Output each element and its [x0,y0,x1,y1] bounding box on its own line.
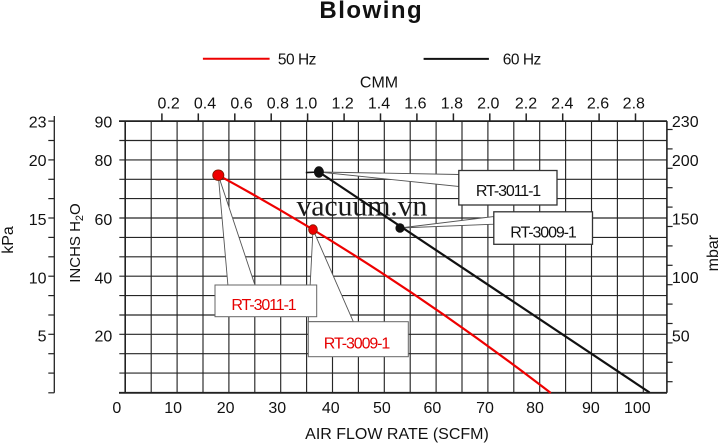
svg-text:30: 30 [268,400,286,417]
svg-text:40: 40 [95,270,113,287]
svg-text:INCHS H2O: INCHS H2O [67,203,86,282]
svg-text:60: 60 [95,212,113,229]
svg-text:15: 15 [29,212,47,229]
svg-text:20: 20 [29,153,47,170]
svg-text:100: 100 [624,400,651,417]
svg-text:230: 230 [672,114,699,131]
svg-text:vacuum.vn: vacuum.vn [297,190,428,223]
svg-text:2.8: 2.8 [623,96,645,113]
svg-text:2.4: 2.4 [551,96,573,113]
svg-text:20: 20 [95,329,113,346]
svg-text:50 Hz: 50 Hz [278,52,316,69]
svg-text:90: 90 [95,114,113,131]
svg-text:1.2: 1.2 [331,96,353,113]
svg-text:CMM: CMM [360,75,398,92]
svg-text:60: 60 [424,400,442,417]
svg-text:60 Hz: 60 Hz [503,52,541,69]
svg-text:40: 40 [322,400,340,417]
svg-text:70: 70 [476,400,494,417]
svg-text:200: 200 [672,153,699,170]
svg-text:20: 20 [217,400,235,417]
svg-text:2.6: 2.6 [587,96,609,113]
svg-text:RT-3009-1: RT-3009-1 [510,225,577,242]
svg-text:1.0: 1.0 [295,96,317,113]
svg-text:100: 100 [672,270,699,287]
svg-text:1.4: 1.4 [368,96,390,113]
svg-text:RT-3009-1: RT-3009-1 [324,336,391,353]
svg-text:150: 150 [672,211,699,228]
svg-text:RT-3011-1: RT-3011-1 [476,183,541,200]
svg-text:2.0: 2.0 [477,96,499,113]
svg-text:1.8: 1.8 [441,96,463,113]
svg-text:AIR FLOW RATE (SCFM): AIR FLOW RATE (SCFM) [305,426,489,443]
svg-text:50: 50 [672,328,690,345]
svg-text:1.6: 1.6 [404,96,426,113]
svg-text:mbar: mbar [705,234,720,271]
svg-text:2.2: 2.2 [515,96,537,113]
svg-text:10: 10 [29,270,47,287]
svg-text:0.2: 0.2 [157,96,179,113]
svg-text:kPa: kPa [0,226,17,254]
svg-text:5: 5 [38,329,47,346]
svg-text:0: 0 [112,400,121,417]
svg-text:10: 10 [164,400,182,417]
svg-text:80: 80 [526,400,544,417]
svg-text:23: 23 [29,114,47,131]
svg-text:0.8: 0.8 [267,96,289,113]
svg-text:90: 90 [582,400,600,417]
svg-text:50: 50 [373,400,391,417]
svg-text:RT-3011-1: RT-3011-1 [231,297,296,314]
svg-text:0.4: 0.4 [194,96,216,113]
svg-text:80: 80 [95,153,113,170]
svg-text:Blowing: Blowing [319,0,423,24]
svg-text:0.6: 0.6 [230,96,252,113]
